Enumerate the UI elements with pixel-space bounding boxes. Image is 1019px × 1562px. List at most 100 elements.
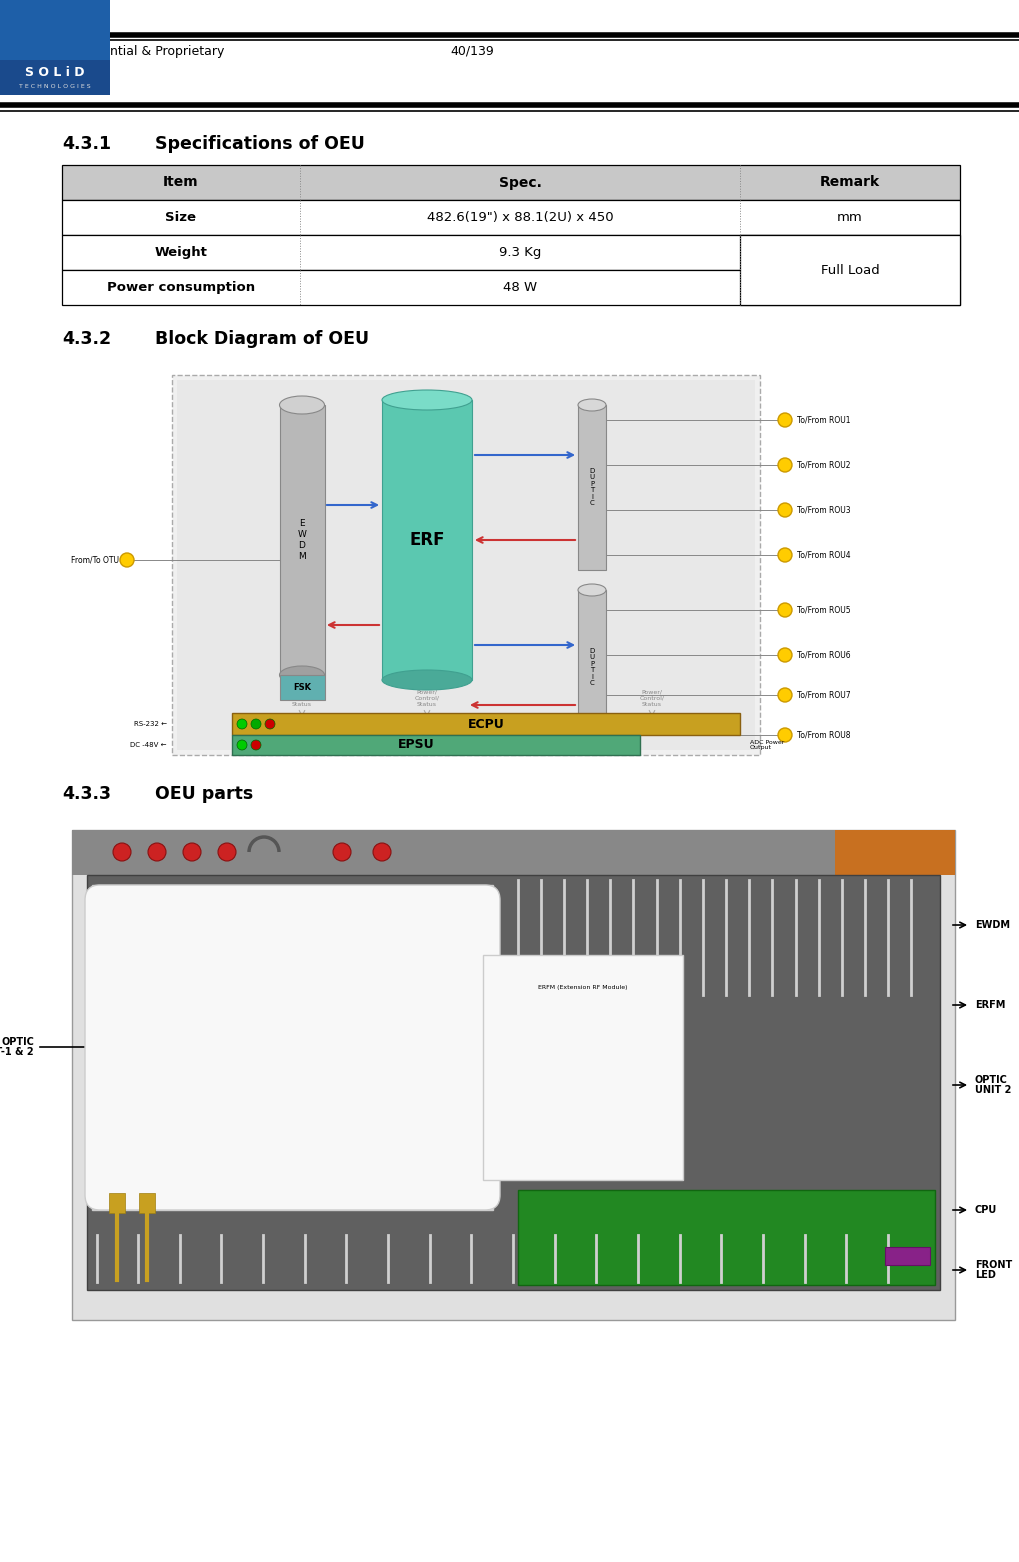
Text: FRONT
LED: FRONT LED <box>974 1259 1011 1281</box>
Bar <box>87 875 940 1290</box>
Circle shape <box>777 728 791 742</box>
Text: ERFM (Extension RF Module): ERFM (Extension RF Module) <box>538 986 627 990</box>
Circle shape <box>182 843 201 861</box>
Text: 40/139: 40/139 <box>449 45 493 58</box>
Bar <box>739 234 959 305</box>
Text: Remark: Remark <box>819 175 879 189</box>
Bar <box>72 829 954 1320</box>
Ellipse shape <box>382 390 472 409</box>
Text: Power/
Control/
Status: Power/ Control/ Status <box>289 690 314 706</box>
Bar <box>884 1246 929 1265</box>
Text: To/From ROU8: To/From ROU8 <box>796 731 850 739</box>
Text: 4.3.1: 4.3.1 <box>62 134 111 153</box>
Circle shape <box>236 740 247 750</box>
Text: Spec.: Spec. <box>498 175 541 189</box>
Text: D
U
P
T
I
C: D U P T I C <box>589 648 594 686</box>
Bar <box>280 405 325 675</box>
Circle shape <box>218 843 235 861</box>
Text: To/From ROU3: To/From ROU3 <box>796 506 850 514</box>
Text: EPSU: EPSU <box>397 739 434 751</box>
Text: T E C H N O L O G I E S: T E C H N O L O G I E S <box>19 84 91 89</box>
Ellipse shape <box>382 670 472 690</box>
Bar <box>280 675 325 700</box>
Text: Specifications of OEU: Specifications of OEU <box>155 134 365 153</box>
Text: 9.3 Kg: 9.3 Kg <box>498 245 541 259</box>
Text: DC -48V ←: DC -48V ← <box>130 742 167 748</box>
Text: To/From ROU4: To/From ROU4 <box>796 550 850 559</box>
Circle shape <box>113 843 130 861</box>
Ellipse shape <box>578 584 605 597</box>
Bar <box>518 1190 934 1286</box>
Bar <box>382 400 472 679</box>
Text: Weight: Weight <box>155 245 207 259</box>
Bar <box>62 200 959 234</box>
Text: Size: Size <box>165 211 197 223</box>
Text: 4.3.3: 4.3.3 <box>62 786 111 803</box>
Bar <box>109 1193 125 1214</box>
Circle shape <box>332 843 351 861</box>
Text: To/From ROU5: To/From ROU5 <box>796 606 850 614</box>
Bar <box>72 829 954 875</box>
Circle shape <box>251 740 261 750</box>
Bar <box>172 375 759 754</box>
Text: ERF: ERF <box>409 531 444 548</box>
Text: Block Diagram of OEU: Block Diagram of OEU <box>155 330 369 348</box>
Text: 48 W: 48 W <box>502 281 537 294</box>
Text: EWDM: EWDM <box>974 920 1009 929</box>
Text: Full Load: Full Load <box>820 264 878 276</box>
Text: S O L i D: S O L i D <box>25 66 85 78</box>
Bar <box>835 829 954 875</box>
Bar <box>578 590 605 745</box>
Bar <box>62 234 959 270</box>
Bar <box>62 270 959 305</box>
Text: Power/
Control/
Status: Power/ Control/ Status <box>414 690 439 706</box>
Ellipse shape <box>279 397 324 414</box>
Text: D
U
P
T
I
C: D U P T I C <box>589 467 594 506</box>
Text: ERFM: ERFM <box>974 1000 1005 1011</box>
Bar <box>231 712 739 736</box>
Text: CPU: CPU <box>974 1204 997 1215</box>
Circle shape <box>148 843 166 861</box>
Circle shape <box>120 553 133 567</box>
Circle shape <box>777 412 791 426</box>
Text: From/To OTU: From/To OTU <box>71 556 119 564</box>
Text: OPTIC
UNIT-1 & 2: OPTIC UNIT-1 & 2 <box>0 1037 34 1057</box>
Circle shape <box>777 548 791 562</box>
Text: OPTIC
UNIT 2: OPTIC UNIT 2 <box>974 1075 1011 1095</box>
Text: 482.6(19") x 88.1(2U) x 450: 482.6(19") x 88.1(2U) x 450 <box>426 211 612 223</box>
Text: Power/
Control/
Status: Power/ Control/ Status <box>639 690 663 706</box>
Text: ECPU: ECPU <box>467 717 503 731</box>
Circle shape <box>777 503 791 517</box>
Ellipse shape <box>279 665 324 684</box>
Text: 4.3.2: 4.3.2 <box>62 330 111 348</box>
Text: FSK: FSK <box>292 683 311 692</box>
Bar <box>0 0 110 59</box>
Bar <box>92 886 492 1211</box>
Text: E
W
D
M: E W D M <box>298 519 306 561</box>
Circle shape <box>265 719 275 729</box>
Bar <box>483 954 683 1179</box>
Circle shape <box>777 458 791 472</box>
Ellipse shape <box>578 398 605 411</box>
Bar <box>0 0 110 95</box>
Circle shape <box>251 719 261 729</box>
Bar <box>231 736 639 754</box>
Text: To/From ROU1: To/From ROU1 <box>796 415 850 425</box>
Text: Confidential & Proprietary: Confidential & Proprietary <box>62 45 224 58</box>
Circle shape <box>777 648 791 662</box>
Text: Item: Item <box>163 175 199 189</box>
FancyBboxPatch shape <box>85 886 499 1211</box>
Bar <box>62 166 959 200</box>
Circle shape <box>777 603 791 617</box>
Bar <box>578 405 605 570</box>
Text: To/From ROU6: To/From ROU6 <box>796 650 850 659</box>
Bar <box>177 380 754 750</box>
Text: mm: mm <box>837 211 862 223</box>
Text: RS-232 ←: RS-232 ← <box>133 722 167 726</box>
Circle shape <box>236 719 247 729</box>
Text: To/From ROU7: To/From ROU7 <box>796 690 850 700</box>
Text: Power consumption: Power consumption <box>107 281 255 294</box>
Circle shape <box>373 843 390 861</box>
Bar <box>139 1193 155 1214</box>
Circle shape <box>777 687 791 701</box>
